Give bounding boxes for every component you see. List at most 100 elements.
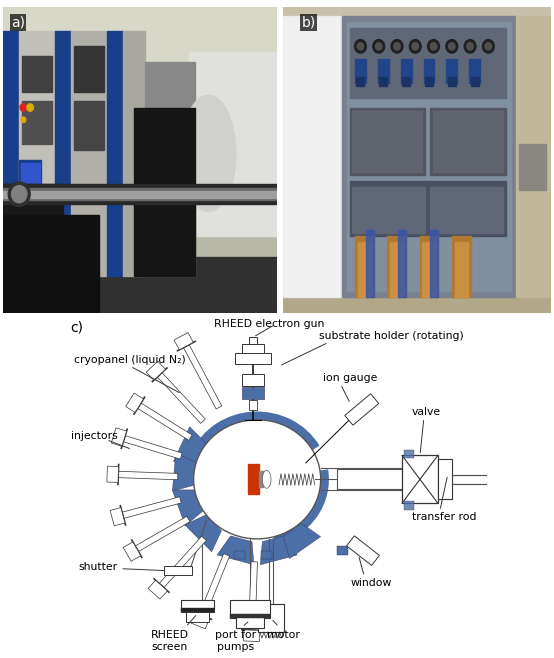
Text: RHEED electron gun: RHEED electron gun xyxy=(214,318,324,328)
Bar xyxy=(261,551,272,559)
Bar xyxy=(401,59,412,83)
Bar xyxy=(469,59,480,83)
Circle shape xyxy=(483,39,494,53)
Bar xyxy=(355,236,374,297)
Polygon shape xyxy=(260,536,297,565)
Bar xyxy=(74,46,104,92)
Ellipse shape xyxy=(193,420,321,539)
Bar xyxy=(430,230,438,297)
Bar xyxy=(259,471,264,488)
Polygon shape xyxy=(122,497,181,519)
Polygon shape xyxy=(118,471,178,480)
Polygon shape xyxy=(135,517,190,551)
Bar xyxy=(135,107,195,276)
Bar xyxy=(404,501,414,510)
Bar xyxy=(242,374,264,386)
Bar xyxy=(55,31,71,276)
Polygon shape xyxy=(199,553,229,617)
Circle shape xyxy=(355,39,366,53)
Bar xyxy=(379,77,387,86)
Bar xyxy=(430,107,506,175)
Polygon shape xyxy=(110,507,125,526)
Bar xyxy=(422,242,435,297)
Bar xyxy=(22,55,52,92)
Bar xyxy=(3,184,277,204)
Circle shape xyxy=(449,43,455,50)
Polygon shape xyxy=(159,536,207,588)
Bar xyxy=(402,455,438,503)
Circle shape xyxy=(12,186,27,203)
Bar xyxy=(347,22,511,291)
Bar xyxy=(248,465,259,494)
Bar xyxy=(3,188,277,200)
Bar xyxy=(20,163,40,182)
Bar xyxy=(438,459,452,499)
Circle shape xyxy=(21,117,26,122)
Polygon shape xyxy=(111,428,126,446)
Circle shape xyxy=(467,43,473,50)
Polygon shape xyxy=(126,393,143,413)
Bar xyxy=(3,31,19,276)
Bar xyxy=(355,59,366,83)
Text: a): a) xyxy=(11,16,25,30)
Bar xyxy=(284,17,339,295)
Text: shutter: shutter xyxy=(79,562,117,572)
Bar xyxy=(71,31,107,276)
Bar xyxy=(358,242,371,297)
Bar xyxy=(350,107,425,175)
Polygon shape xyxy=(157,372,206,423)
Circle shape xyxy=(412,43,418,50)
Bar xyxy=(454,242,468,297)
Polygon shape xyxy=(347,536,379,565)
Bar xyxy=(404,449,414,458)
Bar xyxy=(283,276,551,313)
Text: valve: valve xyxy=(412,407,441,417)
Ellipse shape xyxy=(181,95,236,212)
Bar xyxy=(3,257,277,313)
Polygon shape xyxy=(3,215,99,313)
Text: substrate holder (rotating): substrate holder (rotating) xyxy=(319,332,464,342)
Polygon shape xyxy=(124,436,182,459)
Bar xyxy=(249,400,257,410)
Bar xyxy=(181,600,214,613)
Text: transfer rod: transfer rod xyxy=(412,512,476,522)
Bar xyxy=(236,617,264,628)
Circle shape xyxy=(446,39,458,53)
Polygon shape xyxy=(249,562,258,630)
Bar xyxy=(145,62,195,276)
Polygon shape xyxy=(137,403,192,440)
Bar xyxy=(419,236,438,297)
Circle shape xyxy=(27,104,33,111)
Bar xyxy=(471,77,479,86)
Circle shape xyxy=(8,182,30,207)
Bar xyxy=(342,16,516,297)
Circle shape xyxy=(20,104,27,111)
Polygon shape xyxy=(107,466,119,482)
Circle shape xyxy=(485,43,491,50)
Circle shape xyxy=(430,43,437,50)
Bar xyxy=(249,337,257,344)
Circle shape xyxy=(394,43,400,50)
Polygon shape xyxy=(345,393,379,425)
Circle shape xyxy=(391,39,403,53)
Bar xyxy=(424,59,434,83)
Bar xyxy=(74,101,104,151)
Bar xyxy=(230,615,270,619)
Bar xyxy=(366,230,374,297)
Text: cryopanel (liquid N₂): cryopanel (liquid N₂) xyxy=(74,355,186,365)
Circle shape xyxy=(428,39,439,53)
Circle shape xyxy=(357,43,363,50)
Bar xyxy=(19,31,55,276)
Bar xyxy=(519,144,546,190)
Bar xyxy=(181,607,214,613)
Text: c): c) xyxy=(70,320,84,334)
Bar xyxy=(516,16,551,297)
Bar xyxy=(433,111,503,172)
Bar xyxy=(230,600,270,619)
Polygon shape xyxy=(3,184,63,227)
Bar xyxy=(242,387,264,399)
Polygon shape xyxy=(217,536,254,565)
Polygon shape xyxy=(174,332,193,350)
Polygon shape xyxy=(244,630,260,642)
Bar xyxy=(350,28,506,99)
